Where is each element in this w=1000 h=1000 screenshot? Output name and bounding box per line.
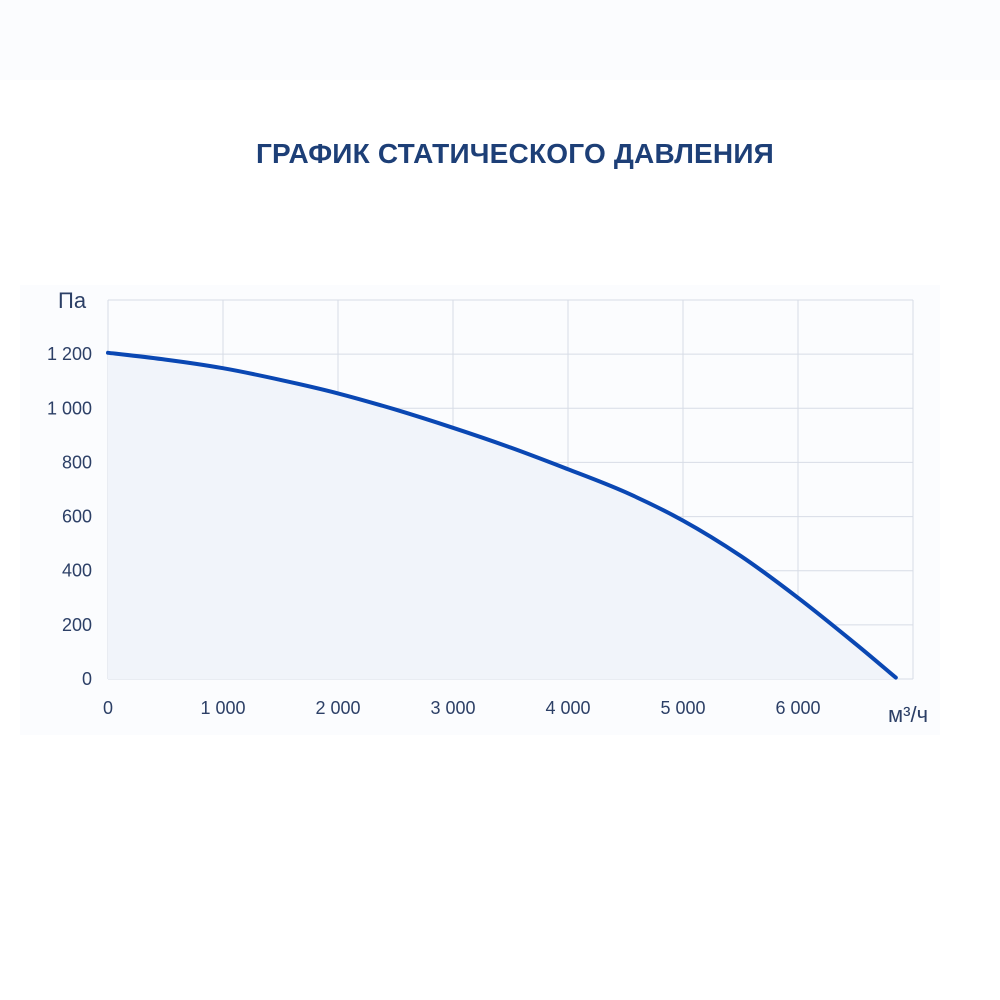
y-tick-label: 1 200: [47, 344, 92, 364]
y-tick-label: 1 000: [47, 398, 92, 418]
top-band: [0, 0, 1000, 80]
y-tick-label: 200: [62, 615, 92, 635]
y-axis-unit: Па: [58, 288, 87, 313]
y-tick-label: 400: [62, 561, 92, 581]
area-fill: [108, 352, 896, 679]
x-tick-label: 3 000: [430, 698, 475, 718]
x-tick-label: 6 000: [775, 698, 820, 718]
x-tick-label: 2 000: [315, 698, 360, 718]
pressure-curve: [106, 350, 898, 680]
chart-title: ГРАФИК СТАТИЧЕСКОГО ДАВЛЕНИЯ: [255, 138, 774, 169]
x-ticks: 0 1 000 2 000 3 000 4 000 5 000 6 000: [103, 698, 821, 718]
y-tick-label: 0: [82, 669, 92, 689]
x-tick-label: 0: [103, 698, 113, 718]
y-tick-label: 600: [62, 507, 92, 527]
y-ticks: 0 200 400 600 800 1 000 1 200: [47, 344, 92, 689]
x-tick-label: 1 000: [200, 698, 245, 718]
y-tick-label: 800: [62, 452, 92, 472]
x-tick-label: 5 000: [660, 698, 705, 718]
x-axis-unit: м³/ч: [888, 702, 928, 727]
x-tick-label: 4 000: [545, 698, 590, 718]
